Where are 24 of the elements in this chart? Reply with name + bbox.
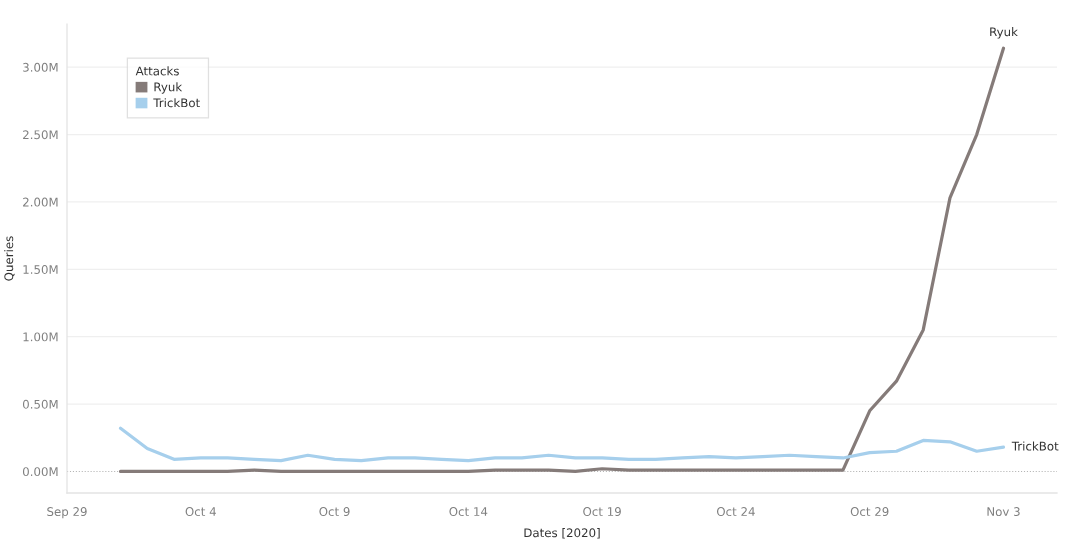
y-tick-label: 2.50M — [23, 130, 58, 140]
y-tick-label: 0.00M — [22, 467, 58, 477]
line-series — [118, 426, 1006, 463]
x-tick-label: Oct 14 — [449, 507, 488, 517]
x-tick-label: Sep 29 — [47, 507, 87, 519]
legend-label: TrickBot — [153, 98, 200, 108]
legend-title: Attacks — [135, 66, 179, 76]
line-series — [118, 46, 1006, 474]
y-tick-label: 1.00M — [23, 332, 58, 342]
x-tick-label: Oct 19 — [583, 507, 621, 517]
x-tick-label: Oct 9 — [319, 507, 350, 517]
x-axis-title: Dates [2020] — [524, 528, 600, 539]
text: TrickBot — [1011, 441, 1059, 451]
x-tick-label: Oct 29 — [850, 507, 889, 517]
y-tick-label: 2.00M — [23, 197, 58, 207]
text: Ryuk — [990, 27, 1018, 39]
y-axis-title: Queries — [4, 236, 15, 281]
y-tick-label: 3.00M — [23, 62, 58, 72]
y-tick-label: 0.50M — [22, 399, 58, 409]
y-tick-label: 1.50M — [23, 265, 58, 274]
x-tick-label: Oct 4 — [185, 507, 216, 517]
x-tick-label: Nov 3 — [987, 507, 1020, 517]
legend-label: Ryuk — [154, 82, 183, 94]
x-tick-label: Oct 24 — [716, 507, 755, 517]
